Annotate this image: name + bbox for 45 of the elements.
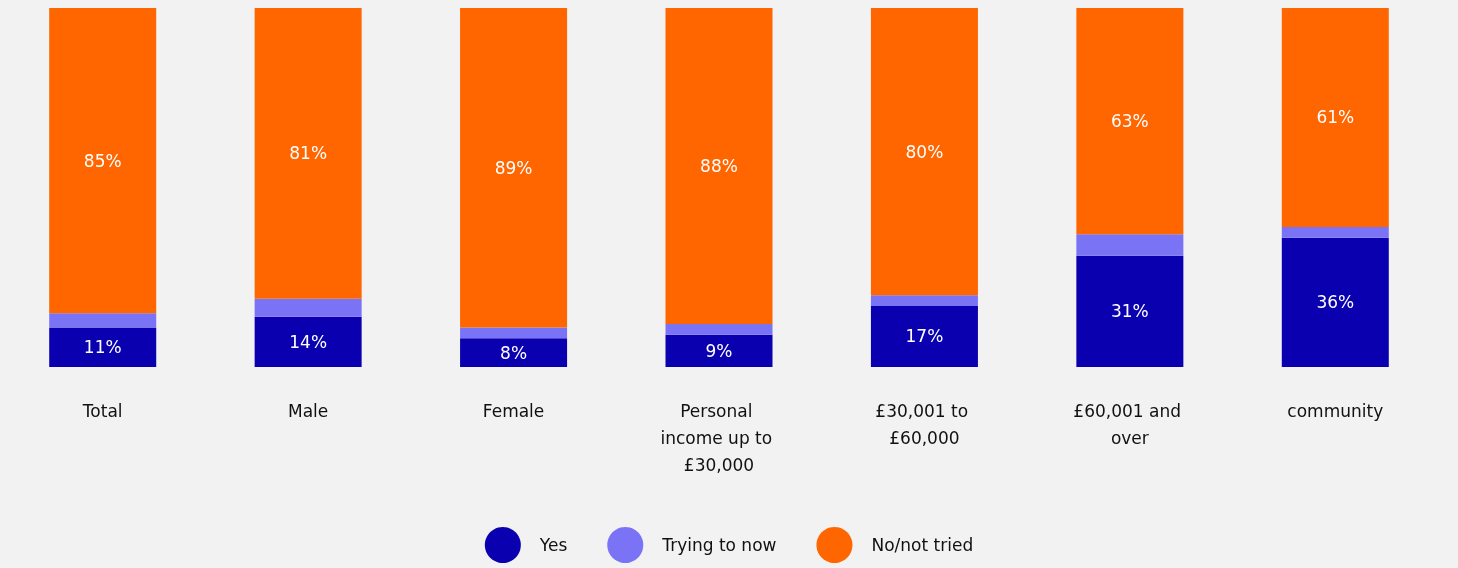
data-label: 63%	[1110, 111, 1149, 132]
legend-label: Trying to now	[661, 535, 777, 555]
data-label: 81%	[289, 143, 328, 164]
data-label: 14%	[289, 331, 328, 352]
bar	[665, 8, 773, 324]
data-label: 36%	[1316, 292, 1355, 313]
bar	[1281, 237, 1389, 367]
bar	[49, 313, 157, 328]
data-label: 17%	[905, 326, 944, 347]
bar	[1076, 234, 1184, 256]
bar	[665, 323, 773, 335]
bar	[49, 327, 157, 367]
x-tick-label: Male	[288, 400, 329, 421]
legend-label: Yes	[538, 535, 568, 555]
data-label: 85%	[83, 150, 122, 171]
data-label: 9%	[705, 340, 733, 361]
data-label: 89%	[494, 157, 533, 178]
bar	[460, 8, 568, 328]
bar	[49, 8, 157, 314]
data-label: 88%	[700, 155, 738, 176]
bar	[1076, 255, 1184, 367]
bar	[665, 334, 773, 367]
x-tick-label: Total	[81, 400, 123, 421]
data-label: 8%	[500, 342, 528, 363]
bar	[460, 338, 568, 367]
x-tick-label: Female	[482, 400, 545, 421]
x-tick-label: £60,001 and over	[1073, 400, 1187, 448]
legend-label: No/not tried	[871, 535, 974, 555]
x-tick-label: community	[1287, 400, 1384, 421]
bar	[1076, 8, 1184, 235]
bar	[870, 8, 978, 296]
bar	[870, 295, 978, 306]
bar	[1281, 8, 1389, 227]
bar	[254, 8, 362, 299]
bar	[870, 305, 978, 367]
data-label: 61%	[1316, 107, 1355, 128]
bar	[254, 316, 362, 367]
data-label: 80%	[905, 141, 944, 162]
data-label: 31%	[1110, 301, 1149, 322]
bar	[254, 298, 362, 317]
x-tick-label: £30,001 to £60,000	[875, 400, 974, 448]
data-label: 11%	[83, 337, 122, 358]
bar	[1281, 226, 1389, 238]
x-tick-label: Personal income up to £30,000	[660, 400, 778, 475]
bar	[460, 327, 568, 339]
